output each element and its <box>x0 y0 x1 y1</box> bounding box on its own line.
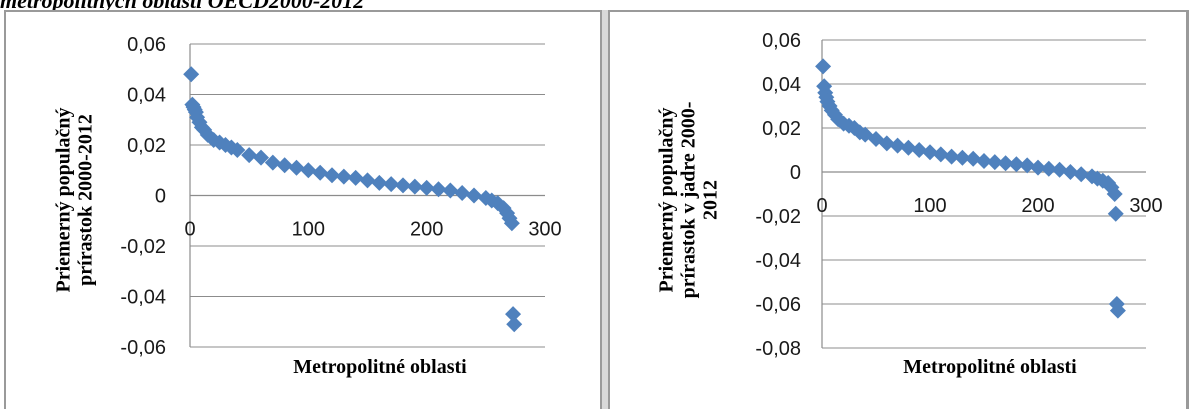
data-point <box>395 177 411 194</box>
y-tick-label: -0,06 <box>120 337 166 359</box>
y-tick-label: -0,02 <box>120 236 166 258</box>
x-tick-label: 200 <box>1021 195 1054 217</box>
data-point <box>430 181 447 198</box>
data-point <box>506 316 523 333</box>
y-tick-label: 0,04 <box>762 74 801 96</box>
y-tick-label: 0,02 <box>762 118 801 140</box>
data-point <box>1051 161 1068 178</box>
data-point <box>1073 166 1090 183</box>
data-point <box>383 176 400 193</box>
data-point <box>454 184 471 201</box>
data-point <box>371 174 388 191</box>
y-axis-title-line: prírastok 2000-2012 <box>75 114 97 286</box>
y-tick-label: 0,04 <box>127 85 166 107</box>
data-point <box>418 179 435 196</box>
data-point <box>997 155 1014 172</box>
x-axis-title: Metropolitné oblasti <box>293 356 467 378</box>
figure-caption: metropolitných oblastí OECD2000-2012 <box>0 0 365 13</box>
data-point <box>1008 156 1025 173</box>
data-point <box>922 144 938 161</box>
data-point <box>954 149 971 166</box>
x-tick-label: 300 <box>1129 195 1162 217</box>
data-point <box>1040 160 1057 177</box>
x-tick-label: 0 <box>184 219 195 241</box>
x-tick-label: 300 <box>528 219 561 241</box>
y-tick-label: -0,04 <box>755 250 801 272</box>
y-tick-label: 0,02 <box>127 135 166 157</box>
data-point <box>911 142 928 158</box>
y-axis-title-line: Priemerný populačný <box>656 108 678 293</box>
data-point <box>1109 302 1126 319</box>
y-tick-label: 0 <box>790 162 801 184</box>
x-tick-label: 0 <box>816 195 827 217</box>
data-point <box>1062 164 1079 180</box>
y-tick-label: -0,04 <box>120 287 166 309</box>
y-tick-label: -0,06 <box>755 294 801 316</box>
x-tick-label: 200 <box>410 219 443 241</box>
y-tick-label: 0,06 <box>762 30 801 52</box>
data-point <box>878 135 895 152</box>
x-tick-label: 100 <box>292 219 325 241</box>
y-axis-title-line: 2012 <box>700 180 722 220</box>
data-point <box>503 215 520 232</box>
data-point <box>359 172 376 189</box>
data-point <box>253 149 269 166</box>
data-point <box>335 168 352 185</box>
data-point <box>815 58 832 75</box>
data-point <box>965 150 982 167</box>
data-point <box>406 178 423 195</box>
x-axis-title: Metropolitné oblasti <box>903 356 1077 378</box>
y-tick-label: -0,08 <box>755 338 801 360</box>
data-point <box>324 167 340 184</box>
data-point <box>889 137 906 154</box>
y-tick-label: 0 <box>155 186 166 208</box>
y-tick-label: -0,02 <box>755 206 801 228</box>
chart-frame-right <box>608 10 1189 409</box>
y-axis-title-line: prírastok v jadre 2000- <box>678 102 700 299</box>
chart-separator <box>602 10 608 409</box>
data-point <box>183 66 200 83</box>
data-point <box>347 169 364 186</box>
data-point <box>1019 157 1036 174</box>
data-point <box>264 154 281 171</box>
y-axis-title-line: Priemerný populačný <box>53 108 75 293</box>
data-point <box>442 182 459 199</box>
data-point <box>976 153 992 169</box>
data-point <box>900 139 917 156</box>
y-tick-label: 0,06 <box>127 34 166 56</box>
data-point <box>1107 205 1124 222</box>
data-point <box>241 147 258 164</box>
data-point <box>1030 159 1046 176</box>
data-point <box>288 159 305 176</box>
data-point <box>276 157 293 174</box>
data-point <box>229 142 246 159</box>
data-point <box>986 154 1003 171</box>
x-tick-label: 100 <box>913 195 946 217</box>
data-point <box>300 162 317 179</box>
data-point <box>932 146 949 163</box>
data-point <box>312 164 329 181</box>
data-point <box>505 306 522 323</box>
data-point <box>1106 186 1123 202</box>
data-point <box>943 148 960 165</box>
data-point <box>466 187 482 204</box>
